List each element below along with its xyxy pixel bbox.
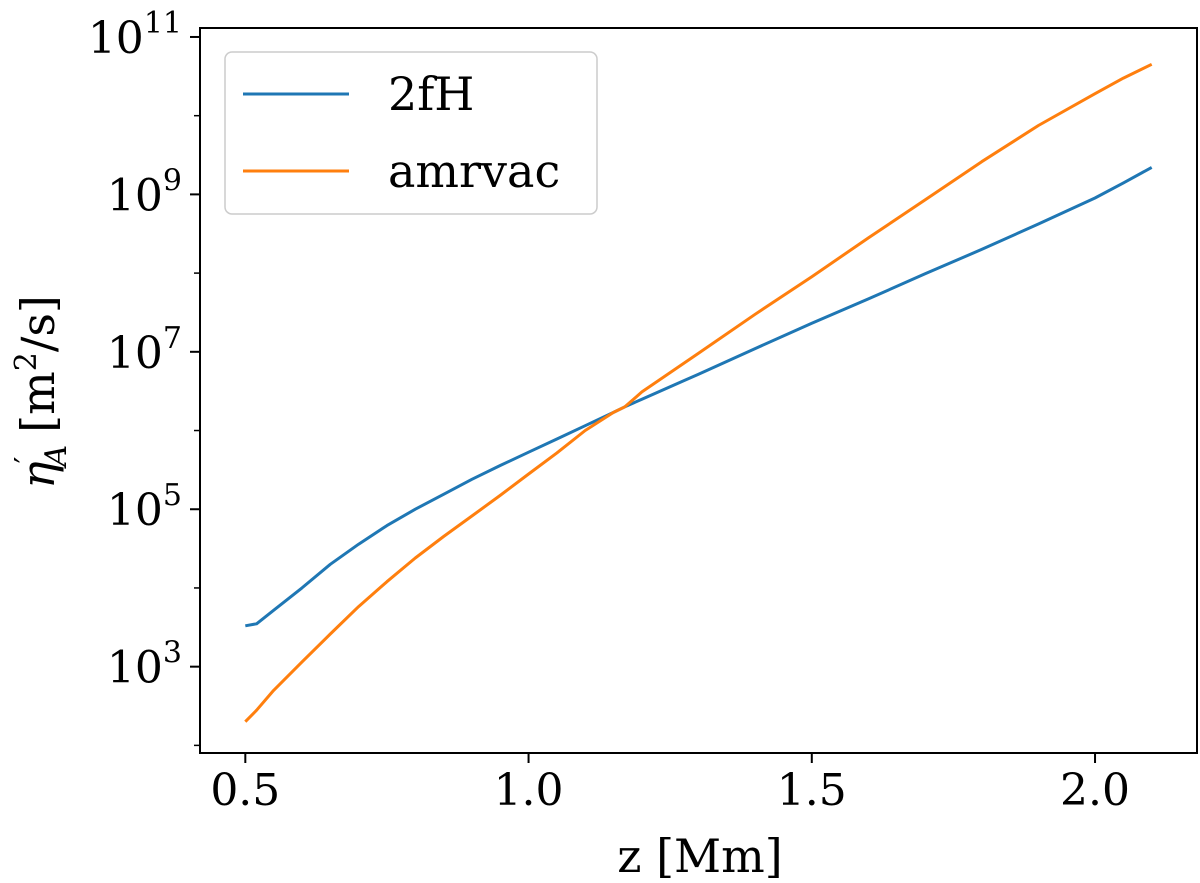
y-tick-label: 105 <box>107 478 182 536</box>
x-tick-label: 1.0 <box>494 765 564 816</box>
svg-text:η′A[m2/s]: η′A [m2/s] <box>9 295 74 489</box>
series-line-2fh <box>245 166 1153 628</box>
y-label-unit-suffix: /s] <box>11 295 65 352</box>
y-label-subscript: A <box>39 445 74 470</box>
y-label-unit-prefix: [m <box>11 371 65 433</box>
x-axis-label: z [Mm] <box>617 829 782 883</box>
legend-label-amrvac: amrvac <box>388 144 560 198</box>
y-tick-label: 1011 <box>88 6 182 64</box>
series-line-amrvac <box>244 62 1153 723</box>
y-tick-label: 107 <box>107 321 182 379</box>
y-axis-label: η′A [m2/s] <box>9 295 74 489</box>
x-tick-label: 0.5 <box>210 765 280 816</box>
y-axis: 103 105 107 109 1011 <box>88 6 200 747</box>
y-label-prime: ′ <box>9 456 44 463</box>
y-tick-label: 103 <box>107 636 182 694</box>
x-tick-label: 1.5 <box>777 765 847 816</box>
legend: 2fH amrvac <box>224 51 598 215</box>
y-label-symbol: η <box>11 461 65 489</box>
x-axis: 0.5 1.0 1.5 2.0 <box>210 753 1130 816</box>
y-tick-label: 109 <box>107 163 182 221</box>
y-label-unit-sup: 2 <box>9 352 44 371</box>
plot-frame <box>199 27 1198 754</box>
series-layer <box>244 62 1153 723</box>
x-tick-label: 2.0 <box>1060 765 1130 816</box>
legend-label-2fh: 2fH <box>388 67 474 121</box>
